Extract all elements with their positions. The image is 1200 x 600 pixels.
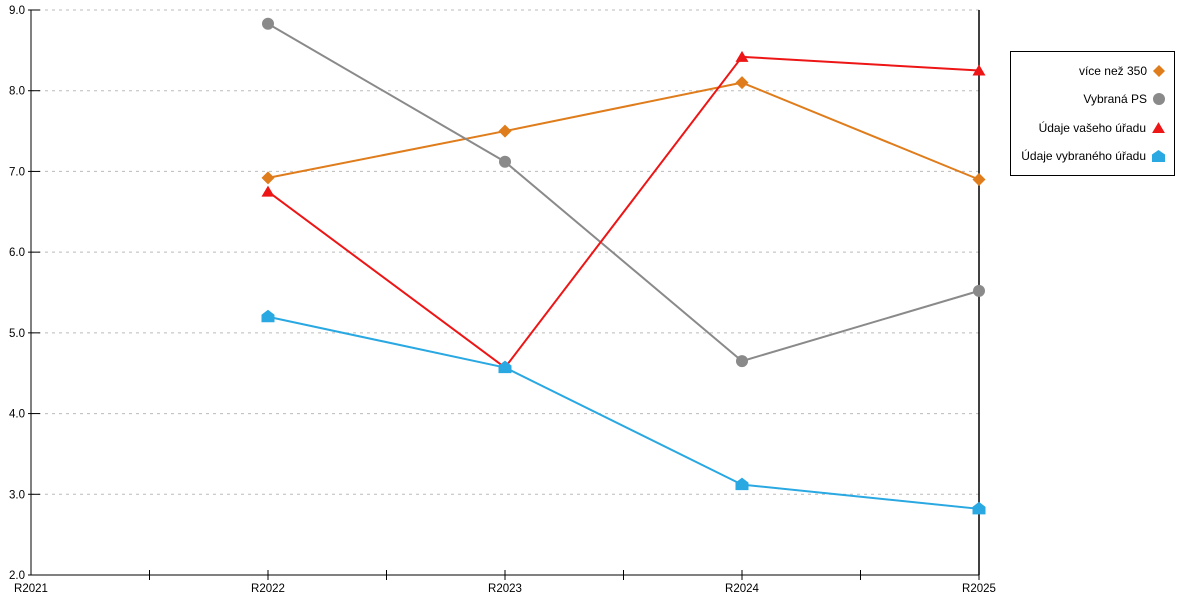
data-point-marker-triangle [972, 64, 986, 76]
y-axis-label: 5.0 [9, 328, 25, 340]
y-axis-label: 7.0 [9, 166, 25, 178]
diamond-marker-icon [1153, 65, 1165, 77]
data-point-marker-diamond [735, 76, 749, 90]
chart-legend: více než 350 Vybraná PS Údaje vašeho úřa… [1010, 51, 1175, 176]
legend-label: více než 350 [1078, 64, 1147, 78]
data-point-marker-circle [973, 284, 985, 297]
legend-label: Údaje vybraného úřadu [1021, 148, 1146, 163]
series-line-triangle [267, 55, 980, 369]
y-axis-label: 4.0 [9, 409, 25, 421]
series-line-diamond [267, 81, 980, 181]
data-point-marker-diamond [261, 171, 275, 185]
legend-label: Vybraná PS [1083, 92, 1147, 107]
y-axis-label: 9.0 [9, 5, 25, 17]
data-point-marker-triangle [735, 50, 749, 62]
x-axis-label: R2021 [14, 583, 48, 595]
data-point-marker-circle [736, 355, 748, 368]
data-point-marker-pentagon [972, 501, 986, 515]
y-axis-label: 8.0 [9, 86, 25, 98]
x-axis-label: R2022 [251, 583, 285, 595]
pentagon-marker-icon [1152, 149, 1165, 162]
series-line-circle [267, 22, 980, 363]
data-point-marker-pentagon [498, 360, 512, 374]
triangle-marker-icon [1152, 122, 1165, 134]
legend-label: Údaje vašeho úřadu [1038, 120, 1146, 135]
series-line-pentagon [267, 315, 980, 510]
data-point-marker-pentagon [735, 477, 749, 491]
data-point-marker-pentagon [261, 309, 275, 323]
legend-item-udaje-vaseho-uradu: Údaje vašeho úřadu [1015, 120, 1165, 136]
data-point-marker-triangle [261, 185, 275, 197]
legend-item-udaje-vybraneho-uradu: Údaje vybraného úřadu [1015, 148, 1165, 164]
data-point-marker-circle [499, 155, 511, 168]
legend-item-vice-nez-350: více než 350 [1015, 63, 1165, 79]
data-point-marker-diamond [972, 173, 986, 186]
data-point-marker-diamond [498, 124, 512, 138]
y-axis-label: 2.0 [9, 570, 25, 582]
x-axis-label: R2025 [962, 583, 996, 595]
y-axis-label: 3.0 [9, 489, 25, 501]
y-axis-label: 6.0 [9, 247, 25, 259]
data-point-marker-circle [262, 17, 274, 30]
x-axis-label: R2024 [725, 583, 759, 595]
x-axis-label: R2023 [488, 583, 522, 595]
legend-item-vybrana-ps: Vybraná PS [1015, 91, 1165, 107]
circle-marker-icon [1153, 93, 1165, 106]
